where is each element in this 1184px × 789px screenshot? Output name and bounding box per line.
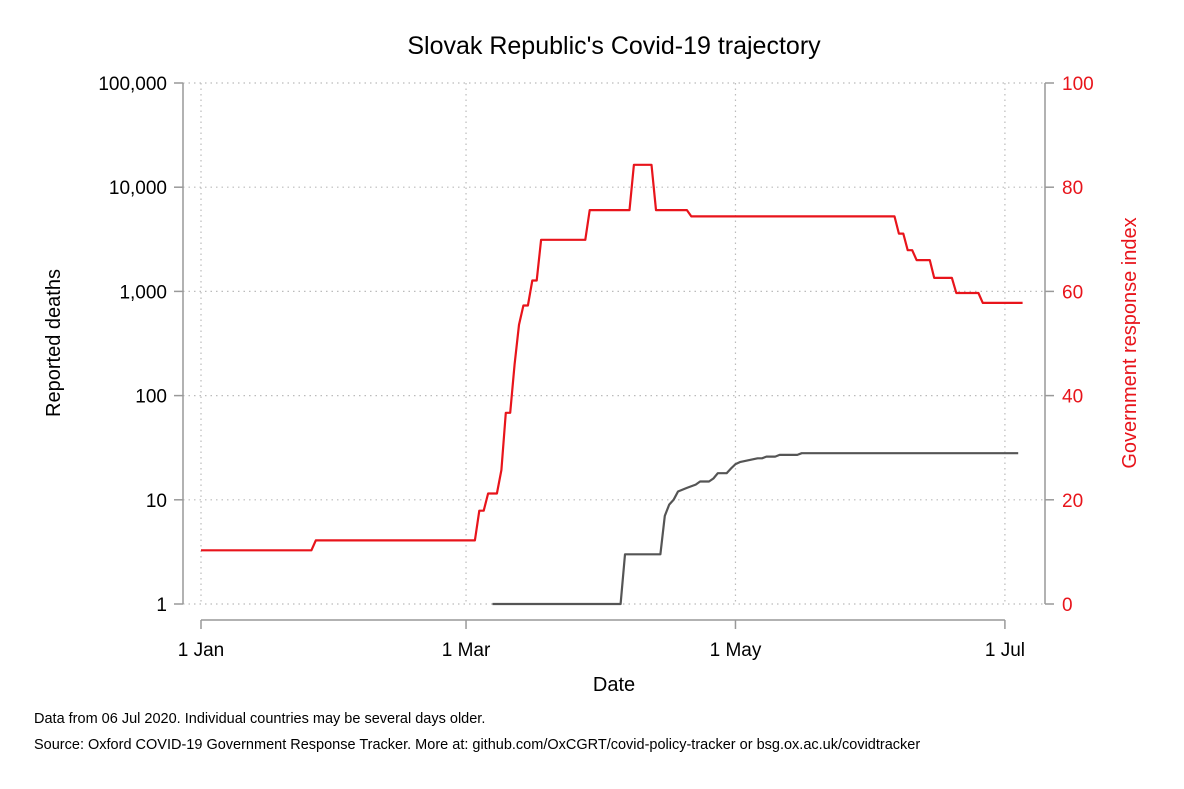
y-right-tick-label: 20 (1062, 491, 1083, 512)
y-left-tick-label: 1 (156, 595, 167, 616)
y-right-tick-label: 40 (1062, 387, 1083, 408)
y-right-tick-label: 100 (1062, 74, 1094, 95)
y-left-tick-label: 10,000 (109, 178, 167, 199)
y-left-tick-label: 10 (146, 491, 167, 512)
y-axis-left-label: Reported deaths (43, 269, 65, 417)
gridlines (183, 82, 1045, 605)
x-tick-label: 1 Mar (442, 640, 491, 661)
y-left-tick-label: 100 (135, 387, 167, 408)
chart-title: Slovak Republic's Covid-19 trajectory (407, 32, 821, 60)
y-right-tick-label: 60 (1062, 282, 1083, 303)
x-tick-label: 1 May (710, 640, 762, 661)
axes (174, 82, 1054, 629)
y-right-tick-label: 80 (1062, 178, 1083, 199)
x-axis-label: Date (593, 674, 635, 696)
y-left-tick-label: 1,000 (119, 282, 167, 303)
y-right-tick-label: 0 (1062, 595, 1073, 616)
x-tick-label: 1 Jan (178, 640, 224, 661)
government-response-index-line (201, 163, 1023, 552)
source-note: Source: Oxford COVID-19 Government Respo… (34, 737, 921, 753)
x-tick-label: 1 Jul (985, 640, 1025, 661)
tick-labels: 1 10 100 1,000 10,000 100,000 1 Jan 1 Mar 1 May 1… (98, 74, 1093, 661)
series-lines (201, 163, 1023, 606)
data-date-note: Data from 06 Jul 2020. Individual countr… (34, 711, 486, 727)
reported-deaths-line (492, 452, 1019, 606)
y-left-tick-label: 100,000 (98, 74, 167, 95)
y-axis-right-label: Government response index (1119, 217, 1141, 468)
